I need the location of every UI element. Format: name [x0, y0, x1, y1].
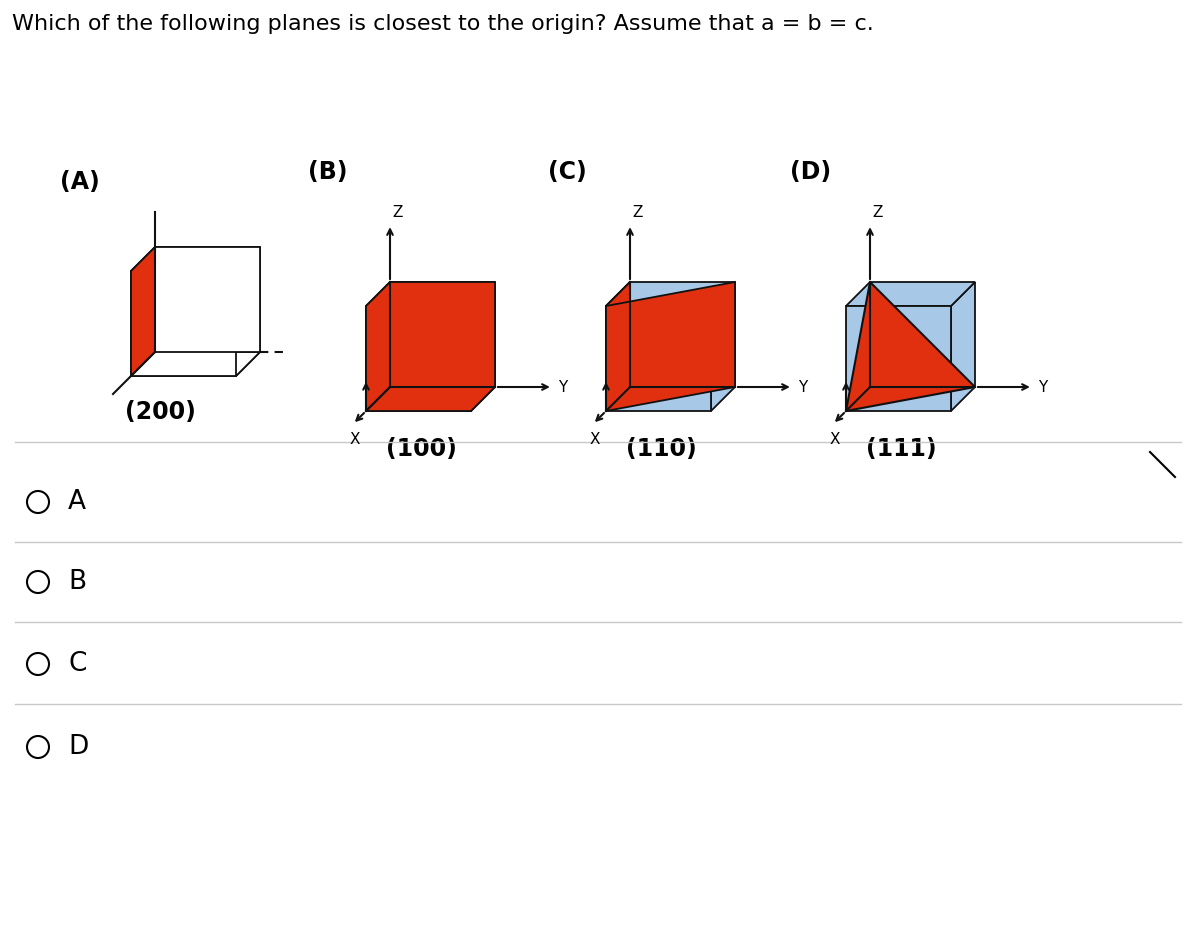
Polygon shape	[710, 282, 736, 411]
Polygon shape	[132, 247, 260, 271]
Polygon shape	[606, 282, 630, 411]
Polygon shape	[606, 282, 630, 411]
Text: (B): (B)	[309, 160, 348, 184]
Text: (100): (100)	[386, 437, 457, 461]
Polygon shape	[606, 306, 710, 411]
Polygon shape	[846, 306, 951, 411]
Text: X: X	[349, 432, 360, 447]
Text: C: C	[68, 651, 86, 677]
Text: (A): (A)	[60, 170, 99, 194]
Polygon shape	[132, 352, 260, 376]
Text: D: D	[68, 734, 89, 760]
Polygon shape	[951, 282, 975, 411]
Text: Z: Z	[392, 205, 402, 220]
Text: B: B	[68, 569, 86, 595]
Text: (200): (200)	[124, 400, 195, 424]
Text: Y: Y	[1038, 380, 1046, 395]
Text: (C): (C)	[548, 160, 587, 184]
Text: X: X	[830, 432, 841, 447]
Polygon shape	[366, 387, 495, 411]
Text: Which of the following planes is closest to the origin? Assume that a = b = c.: Which of the following planes is closest…	[12, 14, 874, 34]
Polygon shape	[390, 282, 495, 387]
Polygon shape	[846, 282, 975, 411]
Polygon shape	[132, 247, 155, 376]
Polygon shape	[155, 247, 260, 352]
Polygon shape	[366, 282, 390, 411]
Polygon shape	[236, 247, 260, 376]
Text: (D): (D)	[791, 160, 831, 184]
Text: Z: Z	[872, 205, 883, 220]
Polygon shape	[471, 282, 495, 411]
Polygon shape	[132, 271, 236, 376]
Text: Y: Y	[798, 380, 807, 395]
Text: (110): (110)	[627, 437, 697, 461]
Text: (111): (111)	[866, 437, 936, 461]
Text: Z: Z	[631, 205, 642, 220]
Polygon shape	[366, 282, 495, 306]
Text: X: X	[590, 432, 600, 447]
Text: Y: Y	[557, 380, 567, 395]
Polygon shape	[606, 282, 736, 306]
Text: A: A	[68, 489, 86, 515]
Polygon shape	[366, 306, 471, 411]
Polygon shape	[846, 282, 975, 306]
Polygon shape	[606, 282, 736, 411]
